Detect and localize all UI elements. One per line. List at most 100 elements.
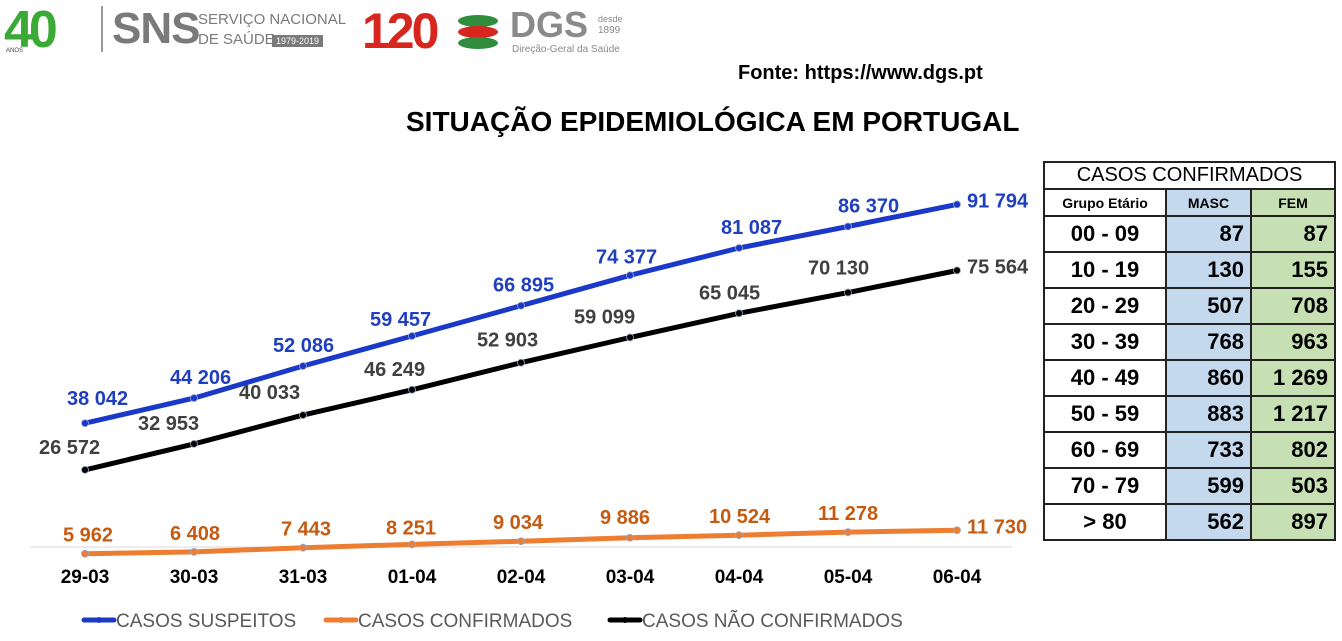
age-group-cell: 60 - 69	[1043, 431, 1167, 469]
age-group-cell: 00 - 09	[1043, 215, 1167, 253]
data-point-suspeitos	[844, 222, 852, 231]
masc-cell: 860	[1165, 359, 1252, 397]
age-group-cell: 50 - 59	[1043, 395, 1167, 433]
dgs-120-years-logo: 120	[362, 3, 439, 59]
data-label-confirmados: 7 443	[281, 519, 331, 541]
table-row: 40 - 49 860 1 269	[1043, 359, 1336, 397]
fem-cell: 503	[1250, 467, 1336, 505]
data-label-confirmados: 6 408	[170, 523, 220, 545]
series-suspeitos: 38 042 44 206 52 086 59 457 66 895 74 377 81 0…	[67, 190, 1029, 428]
fem-cell: 1 217	[1250, 395, 1336, 433]
data-point-nao-confirmados	[517, 358, 525, 367]
age-group-cell: 40 - 49	[1043, 359, 1167, 397]
sns-40-years-logo: 40 ANOS	[4, 1, 94, 59]
age-group-cell: 20 - 29	[1043, 287, 1167, 325]
x-tick-label: 31-03	[279, 567, 328, 588]
x-tick-label: 03-04	[606, 567, 655, 588]
legend-label: CASOS SUSPEITOS	[116, 611, 296, 632]
data-point-nao-confirmados	[190, 439, 198, 448]
data-label-suspeitos: 91 794	[967, 190, 1029, 212]
data-label-nao-confirmados: 59 099	[574, 306, 635, 328]
data-label-suspeitos: 59 457	[370, 309, 431, 331]
data-point-suspeitos	[626, 271, 634, 280]
dgs-logo-letters: DGS	[510, 4, 589, 45]
data-label-nao-confirmados: 52 903	[477, 330, 538, 352]
masc-cell: 87	[1165, 215, 1252, 253]
data-point-suspeitos	[190, 394, 198, 402]
masc-cell: 599	[1165, 467, 1252, 505]
data-point-confirmados	[626, 533, 634, 542]
series-layer: 38 042 44 206 52 086 59 457 66 895 74 377 81 0…	[39, 190, 1029, 558]
data-point-confirmados	[953, 526, 961, 535]
data-point-nao-confirmados	[844, 288, 852, 297]
table-row: 30 - 39 768 963	[1043, 323, 1336, 361]
data-label-suspeitos: 66 895	[493, 275, 554, 297]
data-point-nao-confirmados	[81, 465, 89, 474]
data-point-suspeitos	[517, 301, 525, 310]
table-row: 20 - 29 507 708	[1043, 287, 1336, 325]
fem-cell: 897	[1250, 503, 1336, 541]
dgs-logo-year: 1899	[598, 25, 621, 36]
table-row: 60 - 69 733 802	[1043, 431, 1336, 469]
data-point-suspeitos	[408, 332, 416, 340]
data-label-suspeitos: 52 086	[273, 335, 334, 357]
table-row: 70 - 79 599 503	[1043, 467, 1336, 505]
age-group-cell: 30 - 39	[1043, 323, 1167, 361]
table-row: 00 - 09 87 87	[1043, 215, 1336, 253]
masc-cell: 768	[1165, 323, 1252, 361]
data-point-suspeitos	[735, 244, 743, 252]
line-chart: 38 042 44 206 52 086 59 457 66 895 74 377 81 0…	[30, 190, 1029, 632]
x-tick-label: 02-04	[497, 567, 546, 588]
data-point-confirmados	[190, 548, 198, 556]
data-label-confirmados: 11 278	[818, 503, 878, 525]
table-caption: CASOS CONFIRMADOS	[1043, 161, 1336, 190]
masc-cell: 733	[1165, 431, 1252, 469]
data-label-nao-confirmados: 40 033	[239, 382, 300, 404]
legend-marker	[622, 617, 628, 623]
data-label-confirmados: 5 962	[63, 525, 113, 547]
data-label-confirmados: 10 524	[709, 506, 771, 528]
data-label-confirmados: 11 730	[967, 516, 1027, 538]
data-point-suspeitos	[81, 419, 89, 428]
fem-cell: 802	[1250, 431, 1336, 469]
table-row: > 80 562 897	[1043, 503, 1336, 541]
legend-item-confirmados: CASOS CONFIRMADOS	[323, 611, 572, 632]
legend-label: CASOS CONFIRMADOS	[358, 611, 572, 632]
data-label-confirmados: 9 886	[600, 507, 650, 529]
dgs-emblem-icon	[458, 15, 498, 49]
data-point-nao-confirmados	[953, 266, 961, 275]
data-label-suspeitos: 81 087	[721, 217, 782, 239]
data-point-suspeitos	[953, 200, 961, 209]
data-point-confirmados	[299, 543, 307, 552]
data-label-nao-confirmados: 75 564	[967, 256, 1029, 278]
masc-cell: 130	[1165, 251, 1252, 289]
table-row: 10 - 19 130 155	[1043, 251, 1336, 289]
x-tick-label: 06-04	[933, 567, 982, 588]
data-label-nao-confirmados: 26 572	[39, 437, 100, 459]
fem-cell: 155	[1250, 251, 1336, 289]
sns-logo-line1: SERVIÇO NACIONAL	[198, 11, 347, 28]
data-label-nao-confirmados: 32 953	[138, 413, 199, 435]
logo-divider	[101, 6, 103, 52]
header-fem: FEM	[1250, 188, 1336, 217]
data-point-confirmados	[81, 549, 89, 558]
legend-label: CASOS NÃO CONFIRMADOS	[642, 610, 903, 632]
data-point-confirmados	[844, 528, 852, 536]
fem-cell: 708	[1250, 287, 1336, 325]
fem-cell: 87	[1250, 215, 1336, 253]
dgs-logo-desde: desde	[598, 14, 623, 24]
age-group-cell: > 80	[1043, 503, 1167, 541]
data-point-confirmados	[517, 537, 525, 546]
data-label-suspeitos: 86 370	[838, 195, 899, 217]
masc-cell: 562	[1165, 503, 1252, 541]
sns-logo-letters: SNS	[112, 4, 200, 53]
x-tick-label: 01-04	[388, 567, 437, 588]
sns-logo-years: 1979-2019	[272, 35, 324, 47]
masc-cell: 883	[1165, 395, 1252, 433]
table-row: 50 - 59 883 1 217	[1043, 395, 1336, 433]
x-tick-labels: 29-03 30-03 31-03 01-04 02-04 03-04 04-04 05-04…	[61, 567, 982, 588]
chart-title: SITUAÇÃO EPIDEMIOLÓGICA EM PORTUGAL	[406, 106, 1020, 137]
dgs-logo-subtitle: Direção-Geral da Saúde	[512, 44, 620, 55]
logo-40-anos: ANOS	[6, 48, 24, 54]
header-masc: MASC	[1165, 188, 1252, 217]
